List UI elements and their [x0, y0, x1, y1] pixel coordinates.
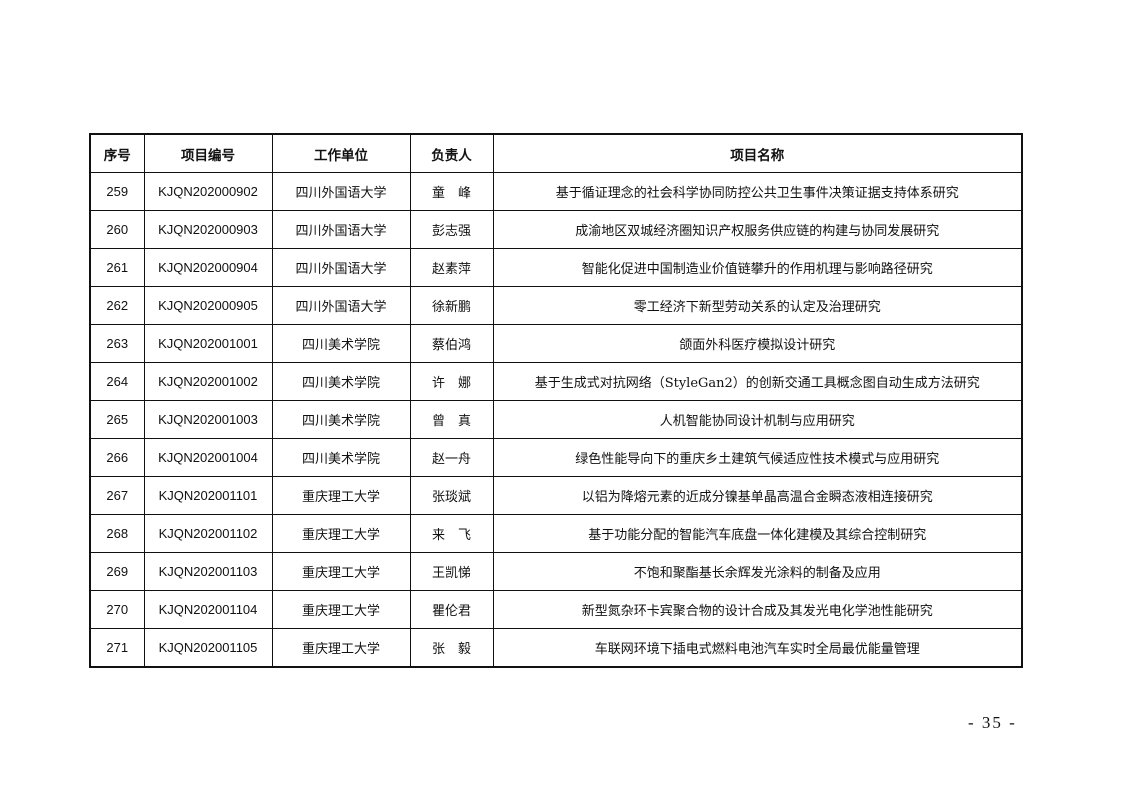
cell-index: 269	[89, 552, 145, 591]
cell-leader: 张 毅	[409, 628, 494, 668]
cell-project-name: 不饱和聚酯基长余辉发光涂料的制备及应用	[492, 552, 1023, 591]
cell-project-code: KJQN202001002	[143, 362, 273, 401]
cell-index: 263	[89, 324, 145, 363]
header-leader: 负责人	[409, 133, 494, 173]
cell-leader: 来 飞	[409, 514, 494, 553]
cell-project-name: 绿色性能导向下的重庆乡土建筑气候适应性技术模式与应用研究	[492, 438, 1023, 477]
table-row: 263 KJQN202001001 四川美术学院 蔡伯鸿 颌面外科医疗模拟设计研究	[89, 324, 1023, 363]
cell-project-code: KJQN202001103	[143, 552, 273, 591]
cell-unit: 四川美术学院	[271, 400, 411, 439]
cell-unit: 重庆理工大学	[271, 476, 411, 515]
cell-project-name: 成渝地区双城经济圈知识产权服务供应链的构建与协同发展研究	[492, 210, 1023, 249]
cell-project-code: KJQN202001001	[143, 324, 273, 363]
cell-project-name: 基于循证理念的社会科学协同防控公共卫生事件决策证据支持体系研究	[492, 172, 1023, 211]
cell-leader: 赵一舟	[409, 438, 494, 477]
cell-project-code: KJQN202000905	[143, 286, 273, 325]
header-project-code: 项目编号	[143, 133, 273, 173]
cell-leader: 蔡伯鸿	[409, 324, 494, 363]
table-row: 260 KJQN202000903 四川外国语大学 彭志强 成渝地区双城经济圈知识产权服…	[89, 210, 1023, 249]
table-row: 270 KJQN202001104 重庆理工大学 瞿伦君 新型氮杂环卡宾聚合物的设计合成…	[89, 590, 1023, 629]
cell-project-name: 智能化促进中国制造业价值链攀升的作用机理与影响路径研究	[492, 248, 1023, 287]
table-row: 262 KJQN202000905 四川外国语大学 徐新鹏 零工经济下新型劳动关系的认定…	[89, 286, 1023, 325]
cell-index: 266	[89, 438, 145, 477]
cell-project-name: 颌面外科医疗模拟设计研究	[492, 324, 1023, 363]
cell-project-code: KJQN202000904	[143, 248, 273, 287]
cell-unit: 四川外国语大学	[271, 248, 411, 287]
table-row: 261 KJQN202000904 四川外国语大学 赵素萍 智能化促进中国制造业价值链攀…	[89, 248, 1023, 287]
cell-index: 270	[89, 590, 145, 629]
cell-unit: 重庆理工大学	[271, 590, 411, 629]
cell-project-name: 以铝为降熔元素的近成分镍基单晶高温合金瞬态液相连接研究	[492, 476, 1023, 515]
cell-unit: 四川外国语大学	[271, 172, 411, 211]
cell-project-name: 人机智能协同设计机制与应用研究	[492, 400, 1023, 439]
header-project-name: 项目名称	[492, 133, 1023, 173]
cell-project-code: KJQN202000902	[143, 172, 273, 211]
cell-leader: 王凯悌	[409, 552, 494, 591]
cell-index: 261	[89, 248, 145, 287]
cell-index: 268	[89, 514, 145, 553]
cell-project-code: KJQN202001101	[143, 476, 273, 515]
cell-project-code: KJQN202001104	[143, 590, 273, 629]
cell-project-code: KJQN202001102	[143, 514, 273, 553]
table-row: 264 KJQN202001002 四川美术学院许 娜基于生成式对抗网络（Style…	[89, 362, 1023, 401]
cell-project-name: 基于生成式对抗网络（StyleGan2）的创新交通工具概念图自动生成方法研究	[492, 362, 1023, 401]
cell-index: 260	[89, 210, 145, 249]
cell-project-code: KJQN202001003	[143, 400, 273, 439]
cell-project-code: KJQN202001105	[143, 628, 273, 668]
cell-unit: 四川美术学院	[271, 324, 411, 363]
cell-unit: 四川美术学院	[271, 362, 411, 401]
header-index: 序号	[89, 133, 145, 173]
cell-project-code: KJQN202000903	[143, 210, 273, 249]
cell-leader: 彭志强	[409, 210, 494, 249]
cell-index: 264	[89, 362, 145, 401]
page-number: - 35 -	[968, 713, 1017, 732]
cell-project-code: KJQN202001004	[143, 438, 273, 477]
cell-index: 271	[89, 628, 145, 668]
table-row: 265 KJQN202001003 四川美术学院曾 真人机智能协同设计机制与应用研究	[89, 400, 1023, 439]
cell-unit: 四川外国语大学	[271, 210, 411, 249]
header-unit: 工作单位	[271, 133, 411, 173]
cell-leader: 赵素萍	[409, 248, 494, 287]
cell-project-name: 车联网环境下插电式燃料电池汽车实时全局最优能量管理	[492, 628, 1023, 668]
cell-index: 265	[89, 400, 145, 439]
cell-leader: 曾 真	[409, 400, 494, 439]
cell-project-name: 新型氮杂环卡宾聚合物的设计合成及其发光电化学池性能研究	[492, 590, 1023, 629]
table-row: 271 KJQN202001105 重庆理工大学张 毅车联网环境下插电式燃料电池汽车…	[89, 628, 1023, 668]
table-row: 268 KJQN202001102 重庆理工大学来 飞基于功能分配的智能汽车底盘一体…	[89, 514, 1023, 553]
table-row: 259 KJQN202000902 四川外国语大学童 峰基于循证理念的社会科学协同防…	[89, 172, 1023, 211]
table-row: 269 KJQN202001103 重庆理工大学 王凯悌 不饱和聚酯基长余辉发光涂料的制…	[89, 552, 1023, 591]
cell-unit: 重庆理工大学	[271, 514, 411, 553]
cell-leader: 徐新鹏	[409, 286, 494, 325]
cell-index: 259	[89, 172, 145, 211]
cell-unit: 重庆理工大学	[271, 552, 411, 591]
project-table: 序号 项目编号 工作单位 负责人 项目名称 259 KJQN202000902 四川…	[89, 133, 1023, 668]
cell-unit: 重庆理工大学	[271, 628, 411, 668]
cell-unit: 四川外国语大学	[271, 286, 411, 325]
cell-project-name: 零工经济下新型劳动关系的认定及治理研究	[492, 286, 1023, 325]
cell-project-name: 基于功能分配的智能汽车底盘一体化建模及其综合控制研究	[492, 514, 1023, 553]
cell-leader: 瞿伦君	[409, 590, 494, 629]
table-row: 266 KJQN202001004 四川美术学院 赵一舟 绿色性能导向下的重庆乡土建筑气…	[89, 438, 1023, 477]
cell-leader: 许 娜	[409, 362, 494, 401]
table-header-row: 序号 项目编号 工作单位 负责人 项目名称	[89, 133, 1023, 173]
cell-index: 267	[89, 476, 145, 515]
table-row: 267 KJQN202001101 重庆理工大学 张琰斌 以铝为降熔元素的近成分镍基单晶…	[89, 476, 1023, 515]
cell-leader: 张琰斌	[409, 476, 494, 515]
cell-leader: 童 峰	[409, 172, 494, 211]
cell-unit: 四川美术学院	[271, 438, 411, 477]
cell-index: 262	[89, 286, 145, 325]
